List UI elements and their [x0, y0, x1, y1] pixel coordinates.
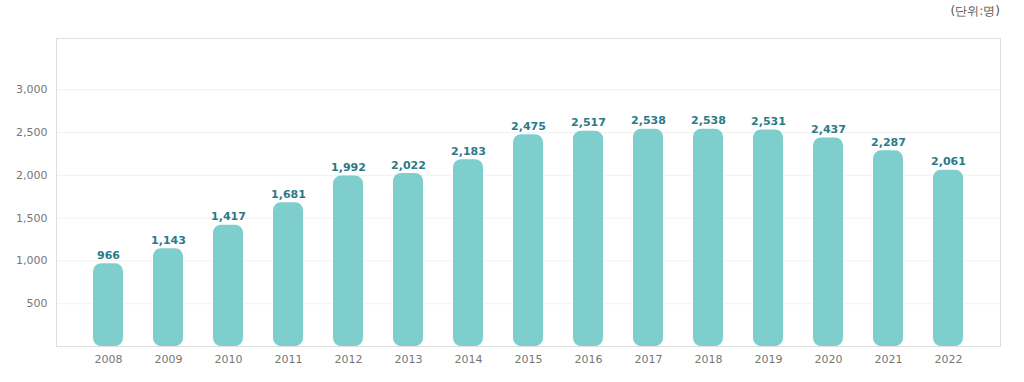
svg-text:2,022: 2,022	[391, 159, 426, 172]
html-text:(단위:명): (단위:명)	[950, 4, 1000, 18]
svg-text:2015: 2015	[515, 353, 543, 366]
svg-text:2,061: 2,061	[931, 155, 966, 168]
svg-text:2013: 2013	[395, 353, 423, 366]
svg-text:1,500: 1,500	[16, 212, 48, 225]
svg-text:2018: 2018	[695, 353, 723, 366]
svg-text:2021: 2021	[875, 353, 903, 366]
svg-text:2,538: 2,538	[691, 114, 726, 127]
svg-text:2,475: 2,475	[511, 120, 546, 133]
svg-text:3,000: 3,000	[16, 83, 48, 96]
svg-text:2011: 2011	[275, 353, 303, 366]
svg-text:1,000: 1,000	[16, 254, 48, 267]
svg-text:1,143: 1,143	[151, 234, 186, 247]
svg-text:2012: 2012	[335, 353, 363, 366]
svg-text:2016: 2016	[575, 353, 603, 366]
svg-text:2020: 2020	[815, 353, 843, 366]
svg-text:2,531: 2,531	[751, 115, 786, 128]
svg-text:2,287: 2,287	[871, 136, 906, 149]
svg-text:2019: 2019	[755, 353, 783, 366]
svg-text:2,538: 2,538	[631, 114, 666, 127]
svg-text:2,517: 2,517	[571, 116, 606, 129]
svg-text:500: 500	[27, 297, 48, 310]
svg-text:2,500: 2,500	[16, 126, 48, 139]
svg-text:1,417: 1,417	[211, 210, 246, 223]
svg-text:1,992: 1,992	[331, 161, 366, 174]
svg-text:2009: 2009	[155, 353, 183, 366]
svg-text:1,681: 1,681	[271, 188, 306, 201]
svg-text:2,437: 2,437	[811, 123, 846, 136]
svg-text:2,000: 2,000	[16, 169, 48, 182]
svg-text:2014: 2014	[455, 353, 483, 366]
svg-text:2,183: 2,183	[451, 145, 486, 158]
svg-text:2022: 2022	[935, 353, 963, 366]
svg-text:2010: 2010	[215, 353, 243, 366]
svg-text:2008: 2008	[95, 353, 123, 366]
svg-text:966: 966	[97, 249, 120, 262]
svg-text:2017: 2017	[635, 353, 663, 366]
